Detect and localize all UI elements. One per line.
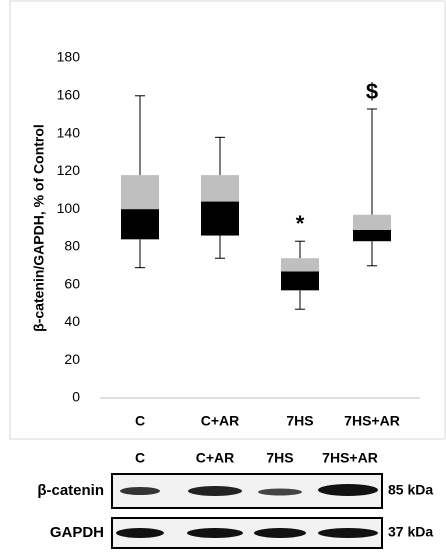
y-tick-label: 120 xyxy=(57,162,81,178)
band xyxy=(254,528,306,538)
x-tick-label: 7HS+AR xyxy=(344,413,400,429)
x-tick-label: C+AR xyxy=(201,413,240,429)
x-tick-label: C xyxy=(135,413,145,429)
lane-label: 7HS xyxy=(266,450,293,466)
y-tick-label: 0 xyxy=(72,389,80,405)
y-tick-label: 180 xyxy=(57,49,81,65)
y-tick-label: 60 xyxy=(64,275,80,291)
x-tick-label: 7HS xyxy=(286,413,313,429)
box-lower xyxy=(121,209,159,239)
band xyxy=(318,528,378,538)
box-upper xyxy=(281,258,319,271)
figure: β-catenin/GAPDH, % of Control 0 20 40 60 80 1… xyxy=(0,0,446,554)
box-upper xyxy=(121,175,159,209)
row-size: 85 kDa xyxy=(388,482,433,498)
annotation: $ xyxy=(366,79,378,104)
y-tick-label: 160 xyxy=(57,86,81,102)
y-tick-label: 40 xyxy=(64,313,80,329)
row-size: 37 kDa xyxy=(388,524,433,540)
box-lower xyxy=(281,271,319,290)
y-tick-label: 140 xyxy=(57,124,81,140)
band xyxy=(187,528,243,538)
box-lower xyxy=(201,202,239,236)
row-label: GAPDH xyxy=(50,524,104,541)
lane-label: C+AR xyxy=(196,450,235,466)
box-upper xyxy=(353,215,391,230)
lane-label: C xyxy=(135,450,145,466)
row-label: β-catenin xyxy=(37,482,104,499)
y-axis-label: β-catenin/GAPDH, % of Control xyxy=(31,124,47,332)
lane-label: 7HS+AR xyxy=(322,450,378,466)
box-upper xyxy=(201,175,239,201)
y-tick-label: 20 xyxy=(64,351,80,367)
annotation: * xyxy=(296,211,305,236)
band xyxy=(258,489,302,496)
band xyxy=(318,484,378,496)
y-tick-label: 100 xyxy=(57,200,81,216)
box-lower xyxy=(353,230,391,241)
band xyxy=(188,486,242,496)
band xyxy=(116,528,164,538)
band xyxy=(120,487,160,495)
y-tick-label: 80 xyxy=(64,238,80,254)
